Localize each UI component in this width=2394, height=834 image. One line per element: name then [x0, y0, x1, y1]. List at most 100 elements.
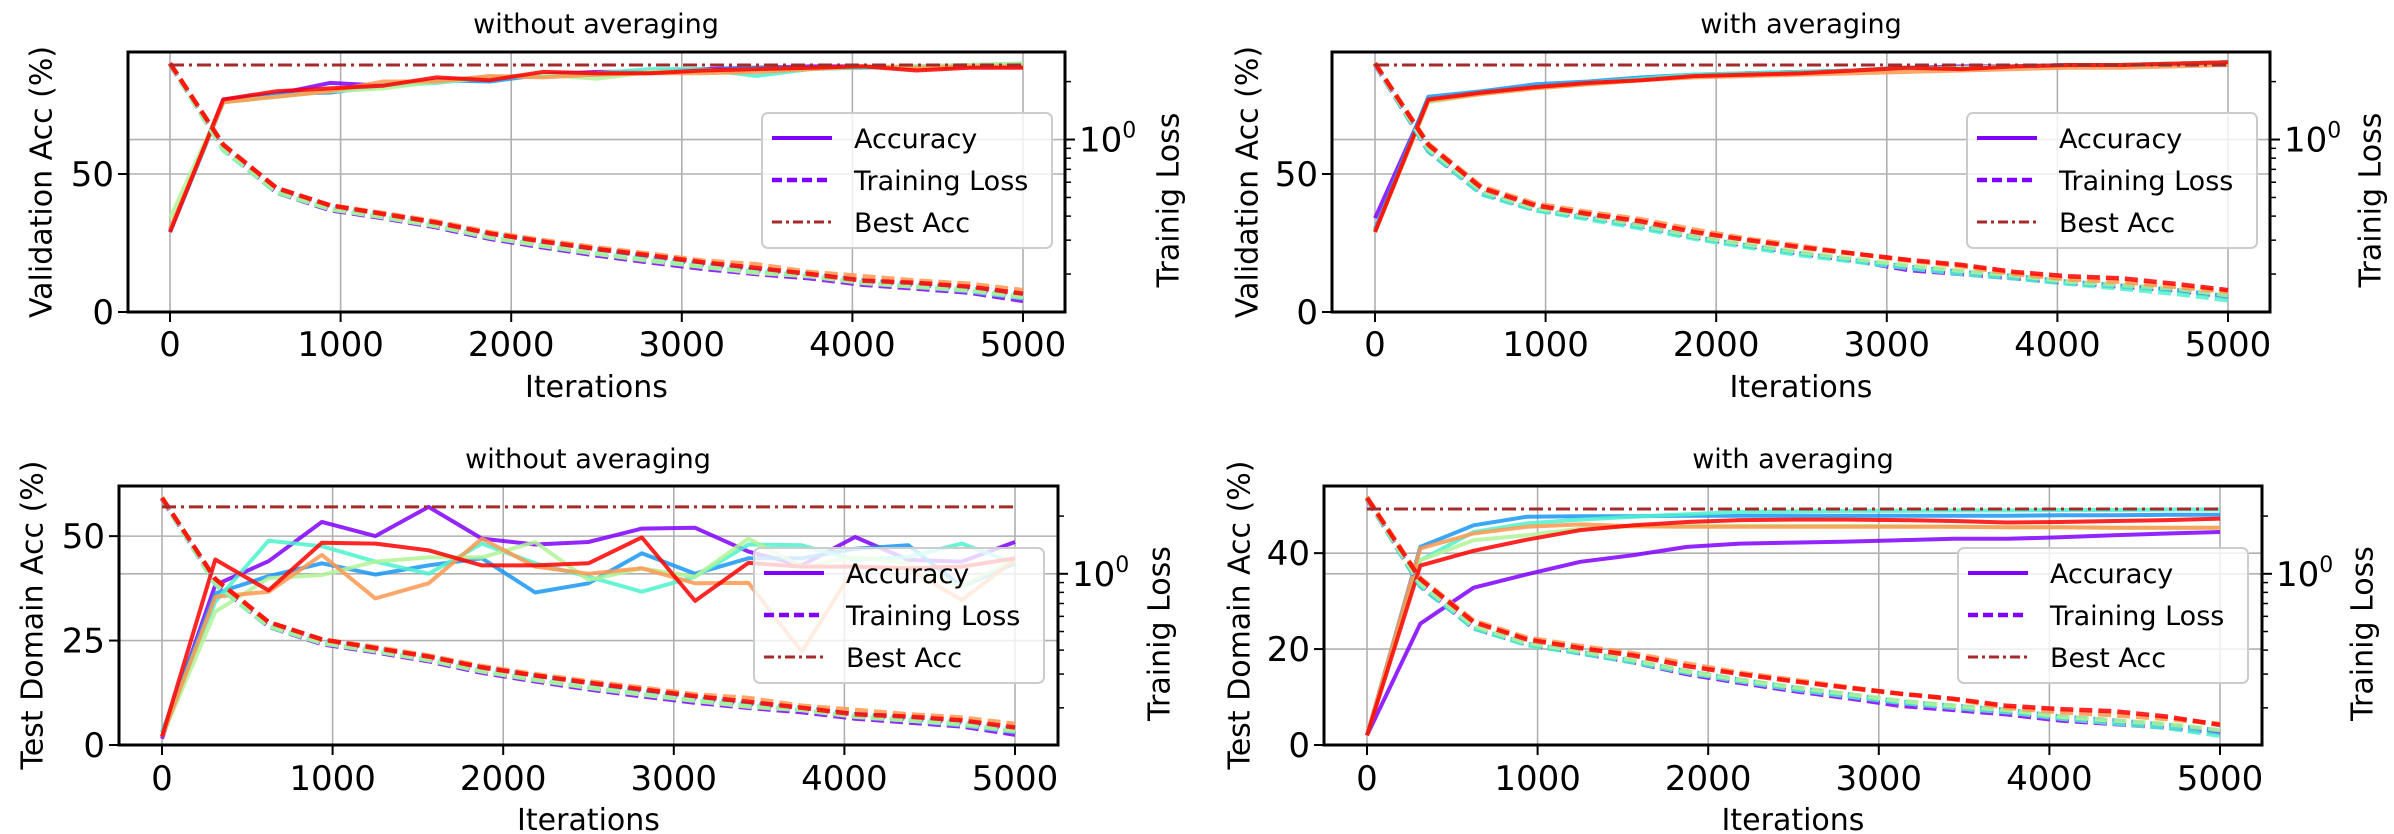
subplot-title: with averaging — [1700, 9, 1902, 40]
legend: Accuracy Training Loss Best Acc — [753, 547, 1045, 684]
x-tick-label: 1000 — [1494, 759, 1581, 799]
y2-tick-exponent: 0 — [2327, 119, 2341, 144]
x-tick-label: 5000 — [2185, 325, 2272, 365]
x-tick-label: 0 — [151, 759, 173, 799]
y2-tick-base: 10 — [2276, 555, 2319, 595]
subplot-title: with averaging — [1692, 444, 1894, 475]
y2-tick-label: 100 — [2284, 119, 2341, 161]
y-axis-label: Test Domain Acc (%) — [1223, 461, 1258, 771]
x-tick-label: 2000 — [468, 325, 555, 365]
loss-line-series-3 — [160, 497, 1016, 733]
accuracy-line-series-0 — [1365, 530, 2221, 737]
legend-training-loss-label: Training Loss — [2049, 601, 2224, 632]
axes-frame — [1322, 484, 2264, 747]
y-axis-label: Test Domain Acc (%) — [16, 461, 51, 771]
y2-tick-exponent: 0 — [1122, 119, 1136, 144]
x-tick-label: 4000 — [2006, 759, 2093, 799]
accuracy-line-series-0 — [160, 504, 1016, 740]
x-tick-label: 3000 — [1844, 325, 1931, 365]
y-tick-label: 25 — [62, 622, 105, 662]
y-tick-label: 0 — [1296, 293, 1318, 333]
x-tick-label: 0 — [1364, 325, 1386, 365]
x-tick-label: 5000 — [972, 759, 1059, 799]
legend-best-acc-label: Best Acc — [2059, 208, 2175, 239]
loss-line-series-2 — [1365, 497, 2221, 739]
legend-box — [761, 112, 1053, 249]
loss-line-series-2 — [1373, 62, 2229, 303]
y2-tick-label: 100 — [1079, 119, 1136, 161]
x-tick-label: 3000 — [1836, 759, 1923, 799]
x-tick-label: 0 — [1356, 759, 1378, 799]
legend-accuracy-label: Accuracy — [846, 559, 969, 590]
x-tick-label: 4000 — [801, 759, 888, 799]
y2-tick-exponent: 0 — [2319, 553, 2333, 578]
y2-tick-base: 10 — [2284, 121, 2327, 161]
plot-lines — [1365, 495, 2221, 739]
legend-training-loss-label: Training Loss — [853, 166, 1028, 197]
x-tick-label: 3000 — [639, 325, 726, 365]
legend-accuracy-label: Accuracy — [854, 124, 977, 155]
plot-lines — [1373, 60, 2229, 303]
legend-best-acc-label: Best Acc — [854, 208, 970, 239]
plot-lines — [168, 61, 1024, 304]
x-tick-label: 4000 — [809, 325, 896, 365]
loss-line-series-3 — [1365, 497, 2221, 733]
legend-training-loss-label: Training Loss — [845, 601, 1020, 632]
y2-axis-label: Trainig Loss — [1143, 546, 1178, 722]
subplot-2: 0 1000 2000 3000 4000 5000 0 25 50 100 without ave… — [16, 444, 1178, 834]
legend-best-acc-label: Best Acc — [846, 643, 962, 674]
x-tick-label: 1000 — [1502, 325, 1589, 365]
x-tick-label: 0 — [159, 325, 181, 365]
x-tick-label: 3000 — [631, 759, 718, 799]
y-tick-label: 50 — [71, 155, 114, 195]
y2-axis-label: Trainig Loss — [2346, 546, 2381, 722]
y2-tick-label: 100 — [1072, 553, 1129, 595]
y2-axis-label: Trainig Loss — [2354, 113, 2389, 289]
x-axis-label: Iterations — [1730, 370, 1873, 405]
y-tick-label: 50 — [62, 517, 105, 557]
x-tick-label: 5000 — [980, 325, 1067, 365]
y-tick-label: 0 — [83, 726, 105, 766]
x-tick-label: 2000 — [1673, 325, 1760, 365]
y-tick-label: 40 — [1267, 534, 1310, 574]
x-tick-label: 2000 — [1665, 759, 1752, 799]
x-axis-label: Iterations — [1722, 803, 1865, 834]
legend: Accuracy Training Loss Best Acc — [1966, 112, 2258, 249]
y-axis-label: Validation Acc (%) — [25, 46, 60, 318]
x-axis-label: Iterations — [517, 803, 660, 834]
legend-accuracy-label: Accuracy — [2050, 559, 2173, 590]
x-tick-label: 1000 — [289, 759, 376, 799]
y-tick-label: 20 — [1267, 630, 1310, 670]
subplot-title: without averaging — [465, 444, 711, 475]
y-axis-label: Validation Acc (%) — [1231, 46, 1266, 318]
legend-box — [1966, 112, 2258, 249]
y-tick-label: 0 — [1288, 726, 1310, 766]
accuracy-line-series-4 — [1365, 522, 2220, 736]
legend: Accuracy Training Loss Best Acc — [761, 112, 1053, 249]
y-tick-label: 0 — [92, 293, 114, 333]
y-tick-label: 50 — [1275, 155, 1318, 195]
x-axis-label: Iterations — [525, 370, 668, 405]
legend-training-loss-label: Training Loss — [2058, 166, 2233, 197]
legend-best-acc-label: Best Acc — [2050, 643, 2166, 674]
legend-accuracy-label: Accuracy — [2059, 124, 2182, 155]
x-tick-label: 1000 — [297, 325, 384, 365]
x-tick-label: 2000 — [460, 759, 547, 799]
legend: Accuracy Training Loss Best Acc — [1957, 547, 2249, 684]
legend-box — [753, 547, 1045, 684]
accuracy-line-series-1 — [1365, 512, 2220, 736]
y2-axis-label: Trainig Loss — [1152, 113, 1187, 289]
y2-tick-label: 100 — [2276, 553, 2333, 595]
subplot-title: without averaging — [473, 9, 719, 40]
axes-frame — [117, 484, 1060, 747]
y2-tick-base: 10 — [1079, 121, 1122, 161]
legend-box — [1957, 547, 2249, 684]
loss-line-series-3 — [168, 62, 1024, 300]
loss-line-series-3 — [1373, 62, 2229, 298]
accuracy-line-series-5 — [168, 64, 1023, 233]
y2-tick-exponent: 0 — [1115, 553, 1129, 578]
